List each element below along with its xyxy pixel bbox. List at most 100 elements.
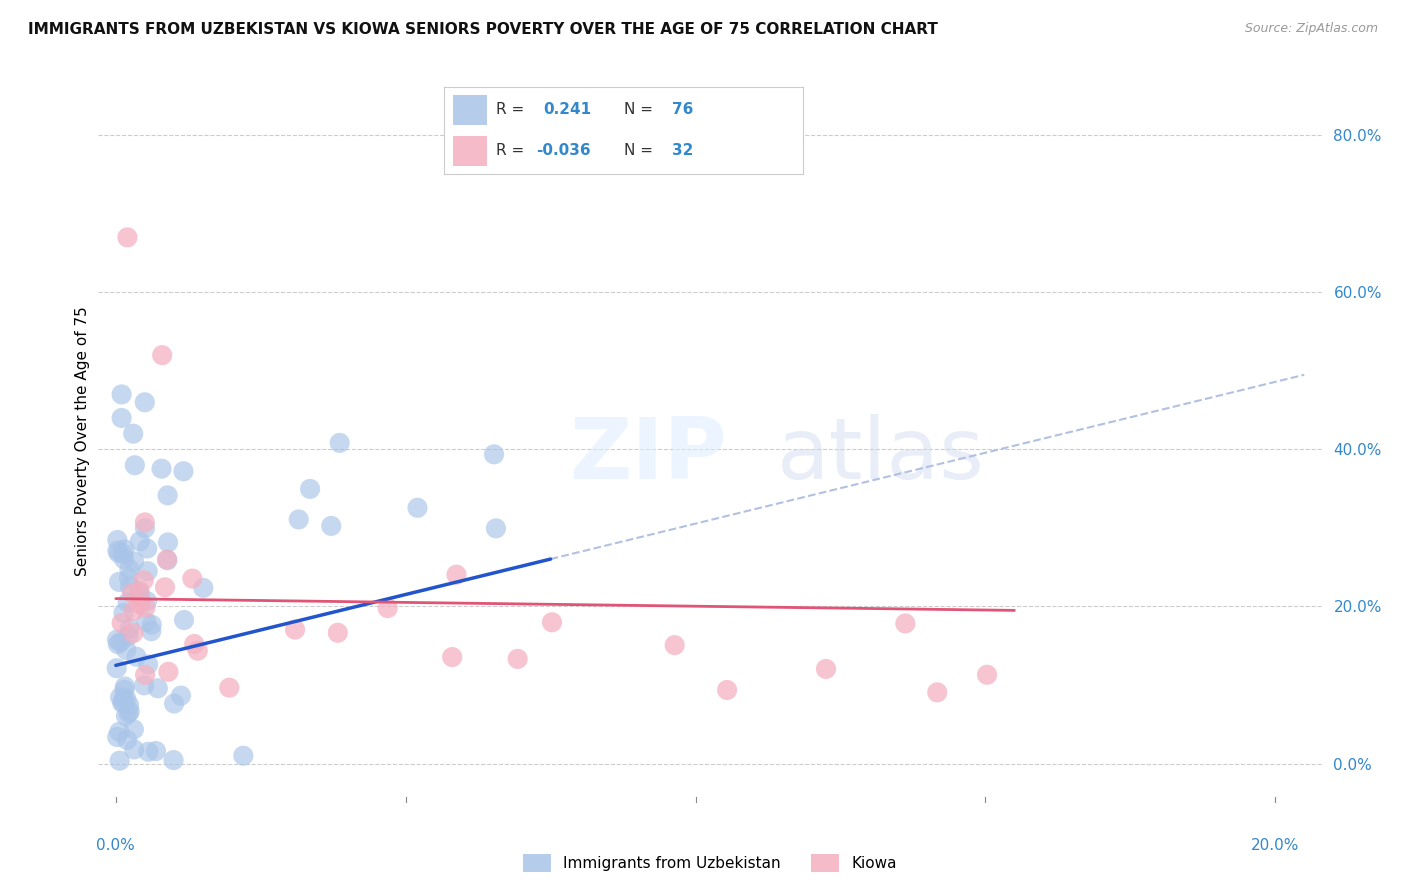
Point (122, 742, 145, 756)
Point (107, 637, 129, 651)
Point (110, 635, 132, 649)
Point (145, 744, 167, 758)
Point (117, 595, 139, 609)
Point (136, 541, 159, 556)
Point (170, 689, 193, 703)
Text: N =: N = (623, 144, 658, 158)
Point (134, 600, 156, 615)
Point (136, 657, 159, 672)
Point (664, 638, 686, 652)
Point (134, 395, 156, 409)
Point (136, 564, 159, 578)
Point (108, 724, 131, 739)
Point (122, 604, 145, 618)
Text: R =: R = (496, 144, 530, 158)
Point (141, 624, 163, 639)
Point (326, 625, 349, 640)
Point (927, 685, 949, 699)
Point (128, 586, 150, 600)
Point (141, 617, 163, 632)
Point (135, 615, 157, 629)
Point (122, 626, 145, 640)
Point (187, 644, 209, 658)
Point (136, 594, 159, 608)
Point (541, 615, 564, 630)
Point (134, 516, 156, 530)
Point (172, 464, 194, 478)
Point (814, 662, 837, 676)
Point (117, 230, 139, 244)
Point (117, 706, 139, 721)
Point (377, 601, 399, 615)
Point (156, 488, 179, 502)
Point (115, 692, 138, 706)
Point (485, 521, 508, 535)
Point (112, 606, 135, 620)
Point (284, 623, 307, 637)
Text: 0.0%: 0.0% (97, 838, 135, 853)
Point (124, 458, 146, 473)
Point (134, 668, 156, 682)
Point (446, 567, 468, 582)
Point (329, 436, 352, 450)
Text: ZIP: ZIP (569, 415, 727, 498)
Point (441, 650, 464, 665)
Point (108, 754, 131, 768)
Point (150, 348, 173, 362)
Text: Source: ZipAtlas.com: Source: ZipAtlas.com (1244, 22, 1378, 36)
Point (150, 461, 173, 475)
Point (118, 698, 141, 712)
Point (132, 574, 155, 588)
Text: N =: N = (623, 103, 658, 117)
Point (157, 535, 180, 549)
Point (232, 748, 254, 763)
Point (115, 709, 138, 723)
Text: 20.0%: 20.0% (1251, 838, 1299, 853)
Point (482, 447, 505, 461)
Point (406, 500, 429, 515)
Text: -0.036: -0.036 (536, 144, 591, 158)
Point (134, 678, 156, 692)
Text: R =: R = (496, 103, 530, 117)
Point (129, 597, 152, 611)
Point (136, 745, 159, 759)
Text: 76: 76 (672, 103, 693, 117)
Point (114, 680, 136, 694)
Point (156, 552, 179, 566)
Point (218, 681, 240, 695)
Point (181, 572, 204, 586)
Point (173, 613, 195, 627)
Point (118, 562, 141, 576)
Point (183, 637, 205, 651)
Point (125, 649, 148, 664)
Legend: Immigrants from Uzbekistan, Kiowa: Immigrants from Uzbekistan, Kiowa (517, 848, 903, 879)
Point (153, 580, 176, 594)
Point (105, 661, 128, 675)
Point (112, 682, 135, 697)
Point (117, 629, 139, 643)
Point (115, 732, 138, 747)
Point (128, 590, 150, 604)
Point (118, 705, 141, 719)
Point (107, 546, 129, 560)
Text: 32: 32 (672, 144, 693, 158)
Point (108, 574, 131, 589)
Point (112, 695, 135, 709)
Point (121, 586, 143, 600)
Point (134, 521, 156, 535)
Bar (453, 95, 488, 125)
Point (122, 723, 145, 737)
Point (193, 581, 215, 595)
Text: atlas: atlas (778, 415, 986, 498)
Point (716, 683, 738, 698)
Point (894, 616, 917, 631)
Point (112, 691, 135, 706)
Point (105, 730, 128, 744)
Point (321, 519, 343, 533)
Point (122, 426, 145, 441)
Point (157, 665, 180, 679)
Point (156, 553, 179, 567)
Point (128, 583, 150, 598)
Point (118, 580, 141, 594)
Text: IMMIGRANTS FROM UZBEKISTAN VS KIOWA SENIORS POVERTY OVER THE AGE OF 75 CORRELATI: IMMIGRANTS FROM UZBEKISTAN VS KIOWA SENI… (28, 22, 938, 37)
